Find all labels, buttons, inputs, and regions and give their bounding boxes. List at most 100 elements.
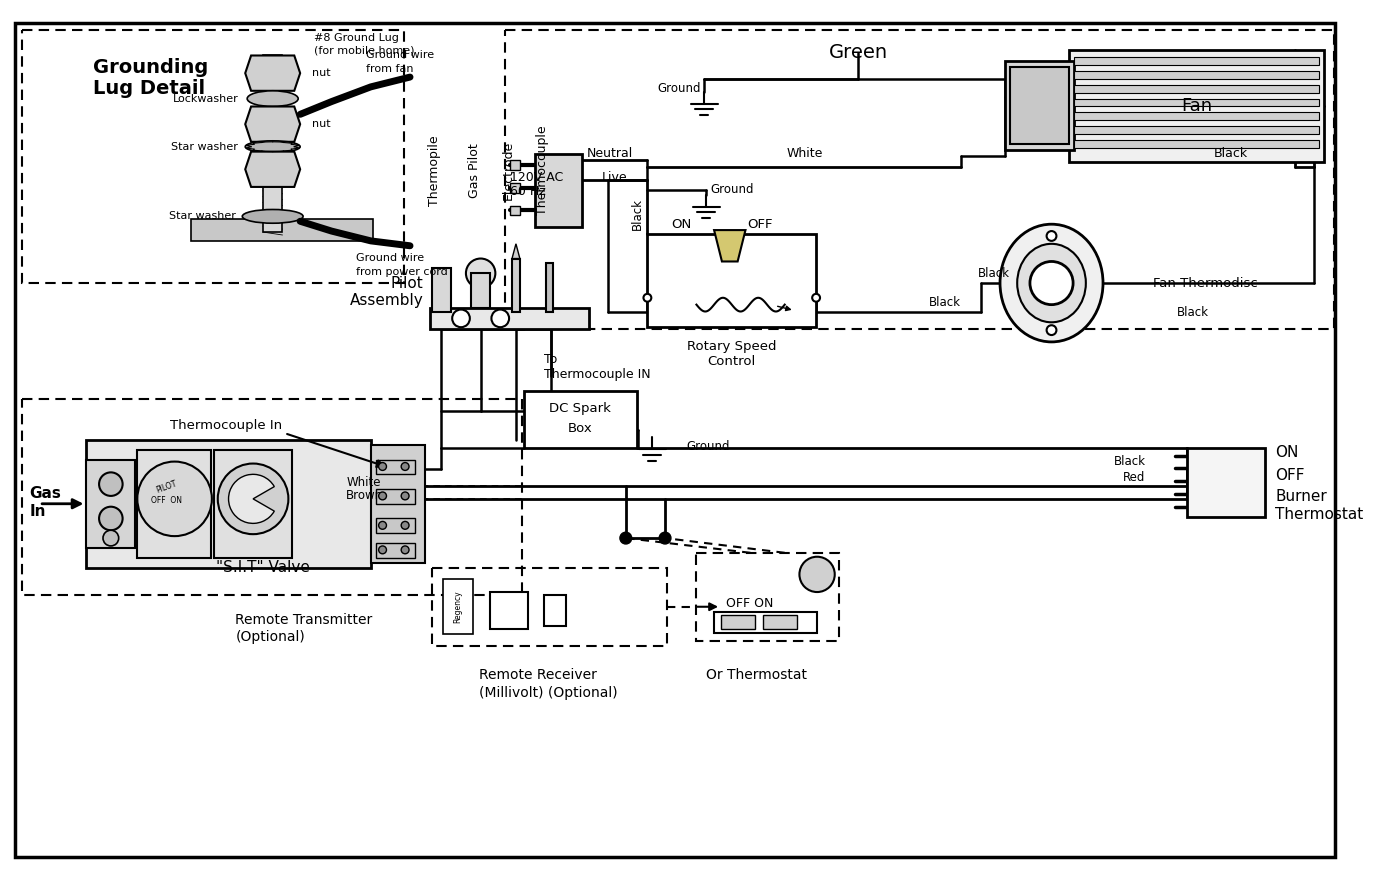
Text: PILOT: PILOT bbox=[155, 480, 179, 495]
Text: Assembly: Assembly bbox=[350, 293, 424, 308]
Text: Gas: Gas bbox=[29, 487, 62, 502]
Bar bbox=[1075, 99, 1320, 106]
Text: Electrode: Electrode bbox=[502, 141, 515, 200]
Bar bbox=[443, 579, 473, 634]
Text: (Optional): (Optional) bbox=[235, 630, 305, 644]
Circle shape bbox=[99, 507, 122, 531]
Text: To: To bbox=[545, 353, 557, 366]
Bar bbox=[1010, 67, 1069, 143]
Circle shape bbox=[99, 473, 122, 496]
Bar bbox=[647, 234, 816, 327]
Circle shape bbox=[644, 294, 651, 302]
Bar bbox=[714, 612, 817, 634]
Polygon shape bbox=[714, 230, 746, 261]
Text: Brown: Brown bbox=[347, 489, 384, 502]
Bar bbox=[432, 568, 667, 646]
Text: OFF: OFF bbox=[1276, 468, 1304, 483]
Text: Burner: Burner bbox=[1276, 489, 1326, 504]
Text: Remote Transmitter: Remote Transmitter bbox=[235, 612, 373, 627]
Text: "S.I.T" Valve: "S.I.T" Valve bbox=[216, 560, 310, 575]
Text: #8 Ground Lug: #8 Ground Lug bbox=[314, 33, 399, 43]
Text: Lug Detail: Lug Detail bbox=[94, 79, 205, 99]
Text: 120V AC: 120V AC bbox=[510, 171, 563, 184]
Circle shape bbox=[402, 522, 409, 529]
Text: ON: ON bbox=[671, 217, 692, 231]
Text: Thermostat: Thermostat bbox=[1276, 507, 1364, 522]
Circle shape bbox=[378, 546, 387, 554]
Bar bbox=[524, 391, 637, 448]
Text: Pilot: Pilot bbox=[391, 275, 424, 290]
Text: Neutral: Neutral bbox=[586, 147, 633, 160]
Bar bbox=[429, 308, 589, 329]
Bar bbox=[490, 592, 528, 629]
Bar bbox=[1069, 49, 1324, 163]
Text: Black: Black bbox=[978, 267, 1010, 280]
Bar bbox=[510, 160, 520, 170]
Bar bbox=[87, 440, 370, 568]
Ellipse shape bbox=[1000, 224, 1104, 342]
Circle shape bbox=[1047, 231, 1057, 241]
Text: White: White bbox=[347, 476, 381, 488]
Bar bbox=[370, 445, 425, 562]
Bar bbox=[22, 30, 405, 283]
Circle shape bbox=[491, 310, 509, 327]
Bar bbox=[1187, 448, 1266, 517]
Circle shape bbox=[453, 310, 469, 327]
Text: from power cord: from power cord bbox=[356, 268, 447, 277]
Bar bbox=[22, 399, 522, 595]
Text: Black: Black bbox=[929, 297, 962, 309]
Text: 60 Hz: 60 Hz bbox=[510, 186, 546, 198]
Bar bbox=[535, 154, 582, 227]
Text: Green: Green bbox=[828, 43, 888, 62]
Text: Thermocouple: Thermocouple bbox=[537, 126, 549, 215]
Text: Or Thermostat: Or Thermostat bbox=[706, 669, 808, 682]
Polygon shape bbox=[245, 55, 300, 91]
Circle shape bbox=[402, 546, 409, 554]
Text: Ground: Ground bbox=[687, 440, 731, 453]
Text: Thermocouple In: Thermocouple In bbox=[169, 419, 282, 432]
Bar bbox=[263, 55, 282, 232]
Circle shape bbox=[378, 522, 387, 529]
Text: Control: Control bbox=[707, 355, 755, 368]
Ellipse shape bbox=[248, 91, 299, 106]
Text: Fan Thermodisc: Fan Thermodisc bbox=[1153, 276, 1258, 290]
Bar bbox=[376, 459, 416, 474]
Text: from fan: from fan bbox=[366, 64, 413, 74]
Circle shape bbox=[217, 464, 289, 534]
Text: Ground wire: Ground wire bbox=[356, 253, 424, 262]
Circle shape bbox=[1047, 326, 1057, 335]
Text: Grounding: Grounding bbox=[94, 58, 208, 77]
Circle shape bbox=[402, 463, 409, 471]
Bar bbox=[764, 614, 798, 629]
Text: Star washer: Star washer bbox=[172, 142, 238, 151]
Text: Thermopile: Thermopile bbox=[428, 135, 442, 206]
Text: Ground: Ground bbox=[658, 83, 702, 95]
Text: DC Spark: DC Spark bbox=[549, 402, 611, 415]
Bar bbox=[512, 259, 520, 312]
Circle shape bbox=[138, 462, 212, 536]
Bar bbox=[1006, 62, 1075, 150]
Text: Black: Black bbox=[1113, 455, 1146, 468]
Bar bbox=[1075, 113, 1320, 121]
Text: OFF ON: OFF ON bbox=[727, 598, 773, 611]
Bar bbox=[432, 268, 451, 312]
Bar bbox=[546, 263, 553, 312]
Text: Regency: Regency bbox=[454, 590, 462, 623]
Bar bbox=[376, 518, 416, 533]
Bar bbox=[1075, 71, 1320, 79]
Bar bbox=[1075, 126, 1320, 134]
Ellipse shape bbox=[245, 141, 300, 152]
Circle shape bbox=[378, 492, 387, 500]
Bar bbox=[138, 450, 211, 558]
Text: Red: Red bbox=[1123, 471, 1146, 484]
Bar bbox=[213, 450, 292, 558]
Text: Black: Black bbox=[1214, 147, 1248, 160]
Bar bbox=[87, 459, 135, 548]
Text: Black: Black bbox=[1176, 306, 1210, 319]
Text: (Millivolt) (Optional): (Millivolt) (Optional) bbox=[479, 686, 618, 700]
Text: Box: Box bbox=[567, 422, 592, 435]
Circle shape bbox=[621, 532, 632, 544]
Bar bbox=[1075, 57, 1320, 65]
Text: Remote Receiver: Remote Receiver bbox=[479, 669, 597, 682]
Polygon shape bbox=[512, 244, 520, 259]
